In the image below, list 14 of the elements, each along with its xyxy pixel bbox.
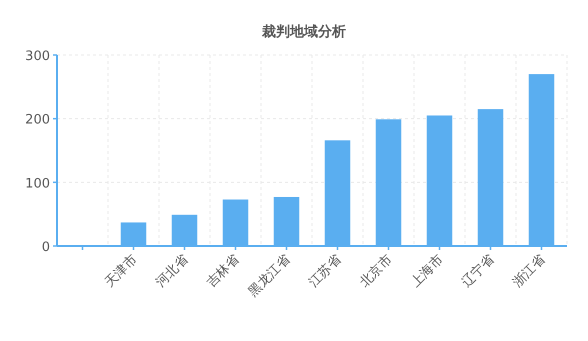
y-tick-label: 300 [25, 49, 50, 64]
chart-title: 裁判地域分析 [261, 24, 346, 40]
x-tick-label: 浙江省 [510, 252, 548, 290]
y-tick-label: 0 [42, 240, 50, 255]
x-tick-label: 河北省 [153, 252, 192, 290]
y-tick-label: 100 [25, 176, 50, 192]
x-tick-label: 北京市 [357, 252, 396, 290]
x-tick-label: 黑龙江省 [246, 252, 294, 300]
y-tick-label: 200 [25, 112, 50, 128]
x-tick-label: 辽宁省 [458, 252, 498, 290]
x-tick-label: 天津市 [102, 252, 140, 290]
x-tick-label: 江苏省 [306, 252, 344, 290]
x-tick-label: 上海市 [408, 252, 446, 290]
x-tick-label: 吉林省 [204, 252, 242, 290]
